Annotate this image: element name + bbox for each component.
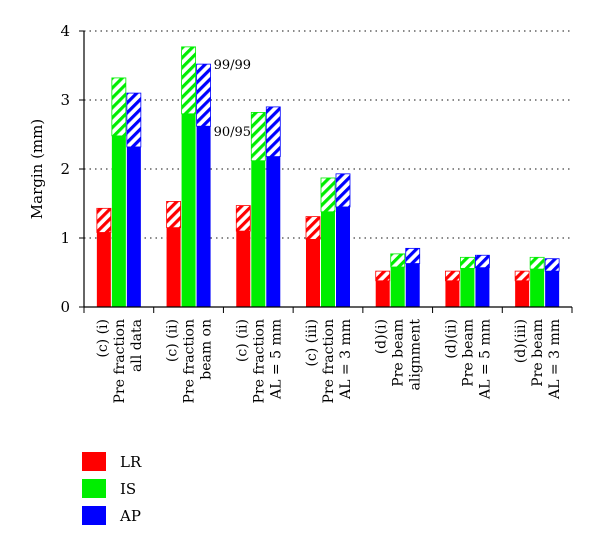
bar-is-90-95 xyxy=(111,135,126,307)
legend-swatch-is xyxy=(82,479,106,498)
x-category-line: (c) (ii) xyxy=(165,319,181,362)
x-category-line: (d)(iii) xyxy=(513,319,529,363)
y-tick-label: 3 xyxy=(60,91,70,109)
x-category-label: (d)(iii) Pre beam AL = 3 mm xyxy=(513,319,563,400)
bar-ap-99-99 xyxy=(405,247,421,264)
bar-lr-99-99 xyxy=(235,205,251,232)
bar-lr-90-95 xyxy=(306,239,320,307)
bar-is-99-99 xyxy=(250,112,266,162)
bar-lr-90-95 xyxy=(236,231,251,307)
x-category-line: (c) (ii) xyxy=(234,319,250,362)
x-category-label: (c) (iii) Pre fraction AL = 3 mm xyxy=(304,319,354,403)
x-category-label: (c) (i) Pre fraction all data xyxy=(95,319,145,403)
bar-is-90-95 xyxy=(181,113,196,307)
bar-is-90-95 xyxy=(390,266,405,307)
bar-is-90-95 xyxy=(321,211,335,307)
x-category-line: Pre fraction xyxy=(251,319,267,403)
x-category-line: (d)(ii) xyxy=(443,319,459,359)
bar-lr-99-99 xyxy=(445,270,460,282)
legend-item-is: IS xyxy=(82,475,141,502)
x-category-line: (c) (i) xyxy=(95,319,111,358)
x-category-line: alignment xyxy=(408,319,424,391)
bar-ap-99-99 xyxy=(335,173,351,208)
bar-ap-99-99 xyxy=(196,63,211,127)
y-tick-label: 1 xyxy=(60,229,70,247)
bar-lr-90-95 xyxy=(445,280,460,307)
x-category-line: Pre beam xyxy=(391,319,407,387)
bar-lr-99-99 xyxy=(166,201,181,229)
x-category-line: (c) (iii) xyxy=(304,319,320,367)
bar-ap-90-95 xyxy=(405,263,420,307)
bar-is-99-99 xyxy=(460,256,475,269)
x-category-line: all data xyxy=(129,319,145,372)
bar-is-99-99 xyxy=(390,253,406,268)
bar-lr-99-99 xyxy=(375,270,391,282)
bars-group xyxy=(96,46,560,307)
bar-ap-99-99 xyxy=(126,92,142,148)
y-axis-label: Margin (mm) xyxy=(28,119,46,219)
y-tick-label: 0 xyxy=(60,298,70,316)
x-category-line: AL = 3 mm xyxy=(338,319,354,400)
bar-ap-90-95 xyxy=(336,206,350,307)
x-category-line: AL = 5 mm xyxy=(268,319,284,400)
x-category-line: Pre fraction xyxy=(182,319,198,403)
bar-lr-90-95 xyxy=(375,280,390,307)
bar-lr-99-99 xyxy=(514,270,530,282)
legend-label-lr: LR xyxy=(120,452,142,471)
bar-lr-99-99 xyxy=(305,216,321,240)
bar-is-90-95 xyxy=(530,269,545,307)
axes-group xyxy=(79,30,573,313)
legend-label-is: IS xyxy=(120,479,137,498)
bar-ap-99-99 xyxy=(544,258,560,272)
x-category-line: AL = 5 mm xyxy=(477,319,493,400)
bar-lr-90-95 xyxy=(96,232,111,307)
bar-is-99-99 xyxy=(320,177,336,213)
annotation-90-95: 90/95 xyxy=(214,125,251,140)
x-category-line: AL = 3 mm xyxy=(547,319,563,400)
x-category-label: (c) (ii) Pre fraction AL = 5 mm xyxy=(234,319,284,403)
bar-ap-99-99 xyxy=(265,106,281,157)
x-category-label: (d)(i) Pre beam alignment xyxy=(374,319,424,391)
bar-ap-90-95 xyxy=(545,271,560,307)
legend-label-ap: AP xyxy=(120,506,141,525)
legend-item-lr: LR xyxy=(82,448,141,475)
legend: LR IS AP xyxy=(82,448,141,529)
bar-ap-90-95 xyxy=(266,156,281,307)
y-tick-label: 4 xyxy=(60,22,70,40)
bar-ap-90-95 xyxy=(126,146,141,307)
bar-ap-90-95 xyxy=(475,267,490,307)
bar-is-90-95 xyxy=(460,268,475,307)
legend-swatch-lr xyxy=(82,452,106,471)
bar-is-99-99 xyxy=(529,256,545,270)
bar-ap-99-99 xyxy=(475,254,490,269)
x-category-label: (d)(ii) Pre beam AL = 5 mm xyxy=(443,319,493,400)
x-category-line: Pre beam xyxy=(530,319,546,387)
x-category-line: Pre fraction xyxy=(321,319,337,403)
x-category-line: beam on xyxy=(199,319,215,380)
legend-swatch-ap xyxy=(82,506,106,525)
annotation-99-99: 99/99 xyxy=(214,58,251,73)
x-category-line: (d)(i) xyxy=(374,319,390,354)
bar-ap-90-95 xyxy=(196,126,211,307)
bar-is-90-95 xyxy=(251,160,266,307)
bar-lr-90-95 xyxy=(515,280,530,307)
bar-lr-99-99 xyxy=(96,207,112,233)
bar-is-99-99 xyxy=(111,77,127,137)
bar-is-99-99 xyxy=(181,46,196,115)
x-category-label: (c) (ii) Pre fraction beam on xyxy=(165,319,215,403)
bar-lr-90-95 xyxy=(166,227,181,307)
x-category-line: Pre beam xyxy=(460,319,476,387)
y-tick-label: 2 xyxy=(60,160,70,178)
legend-item-ap: AP xyxy=(82,502,141,529)
x-category-line: Pre fraction xyxy=(112,319,128,403)
